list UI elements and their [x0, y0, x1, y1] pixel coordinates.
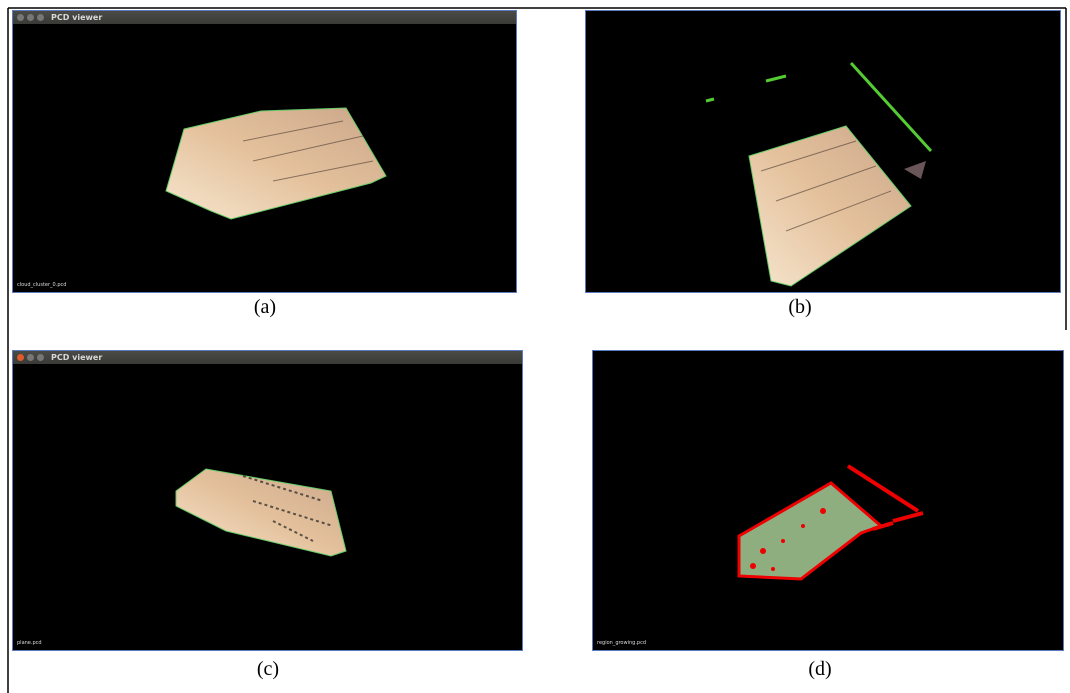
title-bar: PCD viewer: [13, 11, 516, 24]
title-bar: PCD viewer: [13, 351, 522, 364]
viewer-window: PCD viewer cloud_cluster_0.pcd: [12, 10, 517, 293]
viewer-window: PCD viewer plane.pcd: [12, 350, 523, 651]
figure: PCD viewer cloud_cluster_0.pcd (a) (b) P…: [0, 0, 1070, 693]
file-label: region_growing.pcd: [597, 640, 646, 646]
viewer-window: [585, 10, 1061, 293]
point-cloud: [13, 11, 517, 293]
minimize-button[interactable]: [27, 14, 34, 21]
point-cloud: [13, 351, 523, 651]
point-cloud: [586, 11, 1061, 293]
file-label: plane.pcd: [17, 640, 42, 646]
caption: (b): [788, 296, 811, 319]
viewer-window: region_growing.pcd: [592, 350, 1064, 651]
caption: (c): [257, 658, 279, 681]
caption: (d): [808, 658, 831, 681]
maximize-button[interactable]: [37, 354, 44, 361]
maximize-button[interactable]: [37, 14, 44, 21]
minimize-button[interactable]: [27, 354, 34, 361]
point-cloud: [593, 351, 1064, 651]
close-button[interactable]: [17, 354, 24, 361]
window-title: PCD viewer: [51, 13, 102, 22]
window-title: PCD viewer: [51, 353, 102, 362]
close-button[interactable]: [17, 14, 24, 21]
caption: (a): [254, 296, 276, 319]
file-label: cloud_cluster_0.pcd: [17, 282, 66, 288]
